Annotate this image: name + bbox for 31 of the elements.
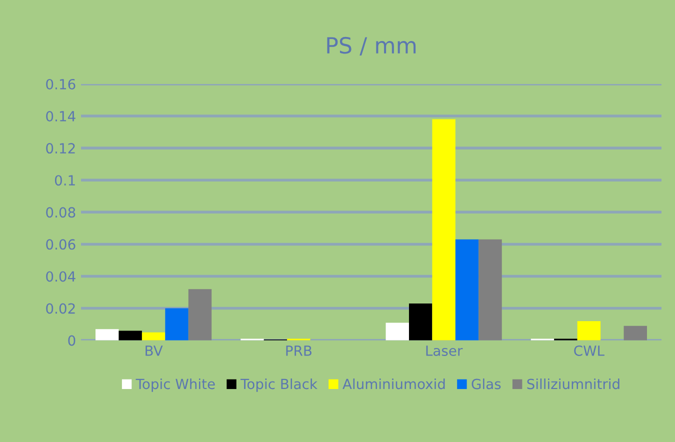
bar [386, 322, 409, 340]
bar [96, 329, 119, 340]
y-tick-label: 0.06 [46, 239, 76, 250]
bar [118, 330, 142, 340]
legend-label: Silliziumnitrid [527, 378, 620, 390]
bar [188, 289, 212, 340]
bar [624, 326, 647, 340]
x-tick-label: CWL [574, 345, 604, 356]
y-tick-label: 0.04 [46, 271, 76, 282]
y-tick-label: 0.12 [46, 143, 75, 154]
bar [165, 308, 188, 340]
x-tick-label: Laser [426, 346, 463, 356]
y-tick-label: 0.14 [46, 110, 76, 122]
bar [432, 119, 456, 340]
bar [455, 239, 479, 340]
legend-label: Topic Black [240, 378, 318, 392]
y-tick-label: 0.16 [46, 78, 76, 90]
y-tick-label: 0.1 [54, 175, 75, 186]
legend-label: Glas [472, 378, 501, 390]
y-tick-label: 0.02 [46, 303, 75, 314]
bar [142, 332, 166, 340]
bar [478, 239, 502, 340]
x-tick-label: PRB [286, 346, 312, 356]
x-tick-label: BV [146, 346, 163, 356]
bar [408, 303, 432, 340]
bar [577, 321, 601, 340]
y-tick-label: 0.08 [46, 207, 76, 218]
legend-label: Topic White [136, 378, 215, 392]
y-tick-label: 0 [68, 335, 76, 346]
chart-title: PS / mm [327, 36, 416, 56]
legend-label: Aluminiumoxid [342, 378, 445, 390]
